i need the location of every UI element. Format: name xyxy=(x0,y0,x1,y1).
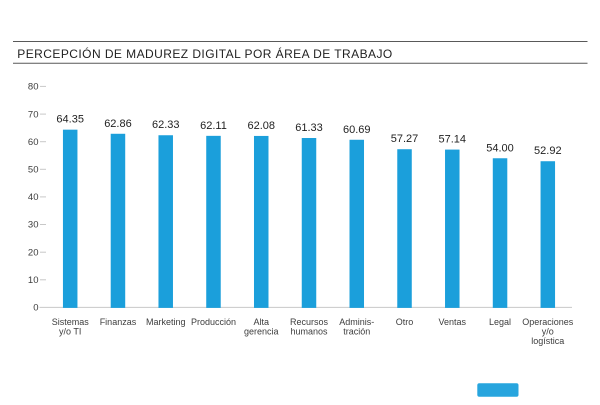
svg-text:80: 80 xyxy=(28,82,39,93)
svg-text:62.08: 62.08 xyxy=(247,120,275,132)
svg-text:61.33: 61.33 xyxy=(295,122,323,134)
svg-text:57.14: 57.14 xyxy=(439,134,467,146)
svg-text:y/o: y/o xyxy=(542,326,554,336)
svg-text:10: 10 xyxy=(28,275,39,286)
svg-text:20: 20 xyxy=(28,247,39,258)
svg-text:30: 30 xyxy=(28,220,39,231)
svg-text:PERCEPCIÓN DE MADUREZ DIGITAL: PERCEPCIÓN DE MADUREZ DIGITAL POR ÁREA D… xyxy=(17,46,392,61)
svg-text:52.92: 52.92 xyxy=(534,145,562,157)
svg-text:0: 0 xyxy=(33,303,38,314)
svg-text:Legal: Legal xyxy=(489,317,511,327)
svg-text:70: 70 xyxy=(28,109,39,120)
svg-text:tración: tración xyxy=(343,326,370,336)
svg-text:Adminis-: Adminis- xyxy=(339,317,374,327)
svg-text:gerencia: gerencia xyxy=(244,326,279,336)
svg-text:Finanzas: Finanzas xyxy=(100,317,137,327)
svg-text:Marketing: Marketing xyxy=(146,317,186,327)
svg-text:50: 50 xyxy=(28,165,39,176)
svg-text:62.86: 62.86 xyxy=(104,118,132,130)
svg-text:64.35: 64.35 xyxy=(56,114,84,126)
svg-text:40: 40 xyxy=(28,192,39,203)
svg-text:humanos: humanos xyxy=(290,326,328,336)
svg-text:y/o TI: y/o TI xyxy=(59,326,81,336)
svg-text:Producción: Producción xyxy=(191,317,236,327)
svg-text:Otro: Otro xyxy=(396,317,414,327)
svg-text:60: 60 xyxy=(28,137,39,148)
svg-text:logística: logística xyxy=(531,336,564,346)
svg-text:60.69: 60.69 xyxy=(343,124,371,136)
svg-text:Recursos: Recursos xyxy=(290,317,329,327)
svg-text:Operaciones: Operaciones xyxy=(522,317,574,327)
svg-text:Alta: Alta xyxy=(253,317,269,327)
svg-text:57.27: 57.27 xyxy=(391,133,419,145)
svg-text:Sistemas: Sistemas xyxy=(52,317,90,327)
svg-text:54.00: 54.00 xyxy=(486,142,514,154)
svg-text:Ventas: Ventas xyxy=(439,317,467,327)
svg-text:62.11: 62.11 xyxy=(200,120,227,132)
svg-text:62.33: 62.33 xyxy=(152,119,180,131)
